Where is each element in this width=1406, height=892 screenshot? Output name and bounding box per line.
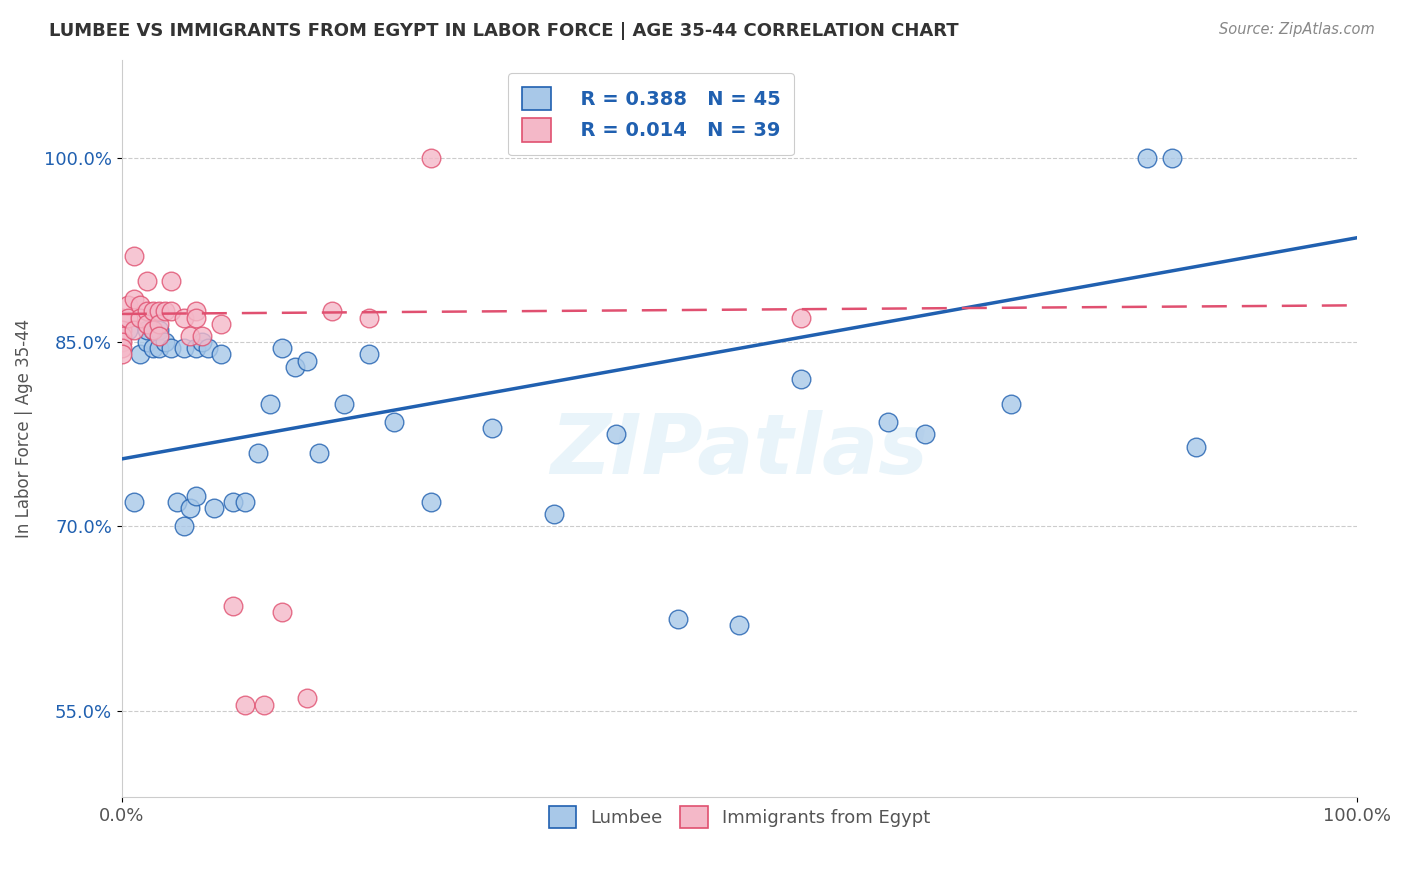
Point <box>148 329 170 343</box>
Point <box>209 317 232 331</box>
Legend: Lumbee, Immigrants from Egypt: Lumbee, Immigrants from Egypt <box>541 799 938 836</box>
Point <box>284 359 307 374</box>
Point <box>728 617 751 632</box>
Point <box>153 304 176 318</box>
Point <box>166 495 188 509</box>
Point <box>271 342 294 356</box>
Point <box>129 347 152 361</box>
Point <box>148 342 170 356</box>
Point <box>191 335 214 350</box>
Point <box>173 310 195 325</box>
Point <box>153 335 176 350</box>
Point <box>1000 396 1022 410</box>
Point <box>160 274 183 288</box>
Point <box>1136 151 1159 165</box>
Point <box>184 342 207 356</box>
Point <box>111 310 134 325</box>
Point <box>481 421 503 435</box>
Point <box>246 446 269 460</box>
Point <box>122 292 145 306</box>
Point <box>111 329 134 343</box>
Point <box>222 495 245 509</box>
Point <box>142 304 165 318</box>
Point <box>135 335 157 350</box>
Point <box>111 335 134 350</box>
Point <box>333 396 356 410</box>
Point <box>179 501 201 516</box>
Point <box>543 507 565 521</box>
Point <box>160 342 183 356</box>
Point <box>184 489 207 503</box>
Point <box>259 396 281 410</box>
Point <box>122 249 145 263</box>
Point <box>179 329 201 343</box>
Point <box>111 323 134 337</box>
Point <box>184 310 207 325</box>
Point <box>173 342 195 356</box>
Point <box>1185 440 1208 454</box>
Point <box>204 501 226 516</box>
Point <box>222 599 245 614</box>
Point <box>117 323 139 337</box>
Point <box>357 310 380 325</box>
Point <box>191 329 214 343</box>
Point <box>129 310 152 325</box>
Point <box>142 323 165 337</box>
Point <box>129 298 152 312</box>
Point <box>382 415 405 429</box>
Point <box>790 310 813 325</box>
Point <box>308 446 330 460</box>
Point <box>605 427 627 442</box>
Point <box>666 612 689 626</box>
Point <box>235 698 257 712</box>
Point <box>271 606 294 620</box>
Point <box>122 323 145 337</box>
Point <box>321 304 343 318</box>
Text: ZIPatlas: ZIPatlas <box>551 409 928 491</box>
Point <box>160 304 183 318</box>
Point <box>148 317 170 331</box>
Point <box>111 347 134 361</box>
Point <box>235 495 257 509</box>
Point <box>111 342 134 356</box>
Point <box>209 347 232 361</box>
Point <box>914 427 936 442</box>
Point <box>295 353 318 368</box>
Point <box>876 415 898 429</box>
Point <box>357 347 380 361</box>
Point <box>184 304 207 318</box>
Text: LUMBEE VS IMMIGRANTS FROM EGYPT IN LABOR FORCE | AGE 35-44 CORRELATION CHART: LUMBEE VS IMMIGRANTS FROM EGYPT IN LABOR… <box>49 22 959 40</box>
Point <box>419 495 441 509</box>
Point <box>1160 151 1182 165</box>
Point <box>173 519 195 533</box>
Point <box>295 691 318 706</box>
Point <box>122 495 145 509</box>
Point <box>253 698 276 712</box>
Point <box>142 323 165 337</box>
Point <box>135 323 157 337</box>
Point <box>148 304 170 318</box>
Point <box>117 310 139 325</box>
Point <box>790 372 813 386</box>
Y-axis label: In Labor Force | Age 35-44: In Labor Force | Age 35-44 <box>15 318 32 538</box>
Point <box>135 304 157 318</box>
Point <box>142 342 165 356</box>
Point <box>117 298 139 312</box>
Point <box>135 317 157 331</box>
Point <box>197 342 219 356</box>
Point <box>419 151 441 165</box>
Point <box>135 274 157 288</box>
Point <box>148 323 170 337</box>
Text: Source: ZipAtlas.com: Source: ZipAtlas.com <box>1219 22 1375 37</box>
